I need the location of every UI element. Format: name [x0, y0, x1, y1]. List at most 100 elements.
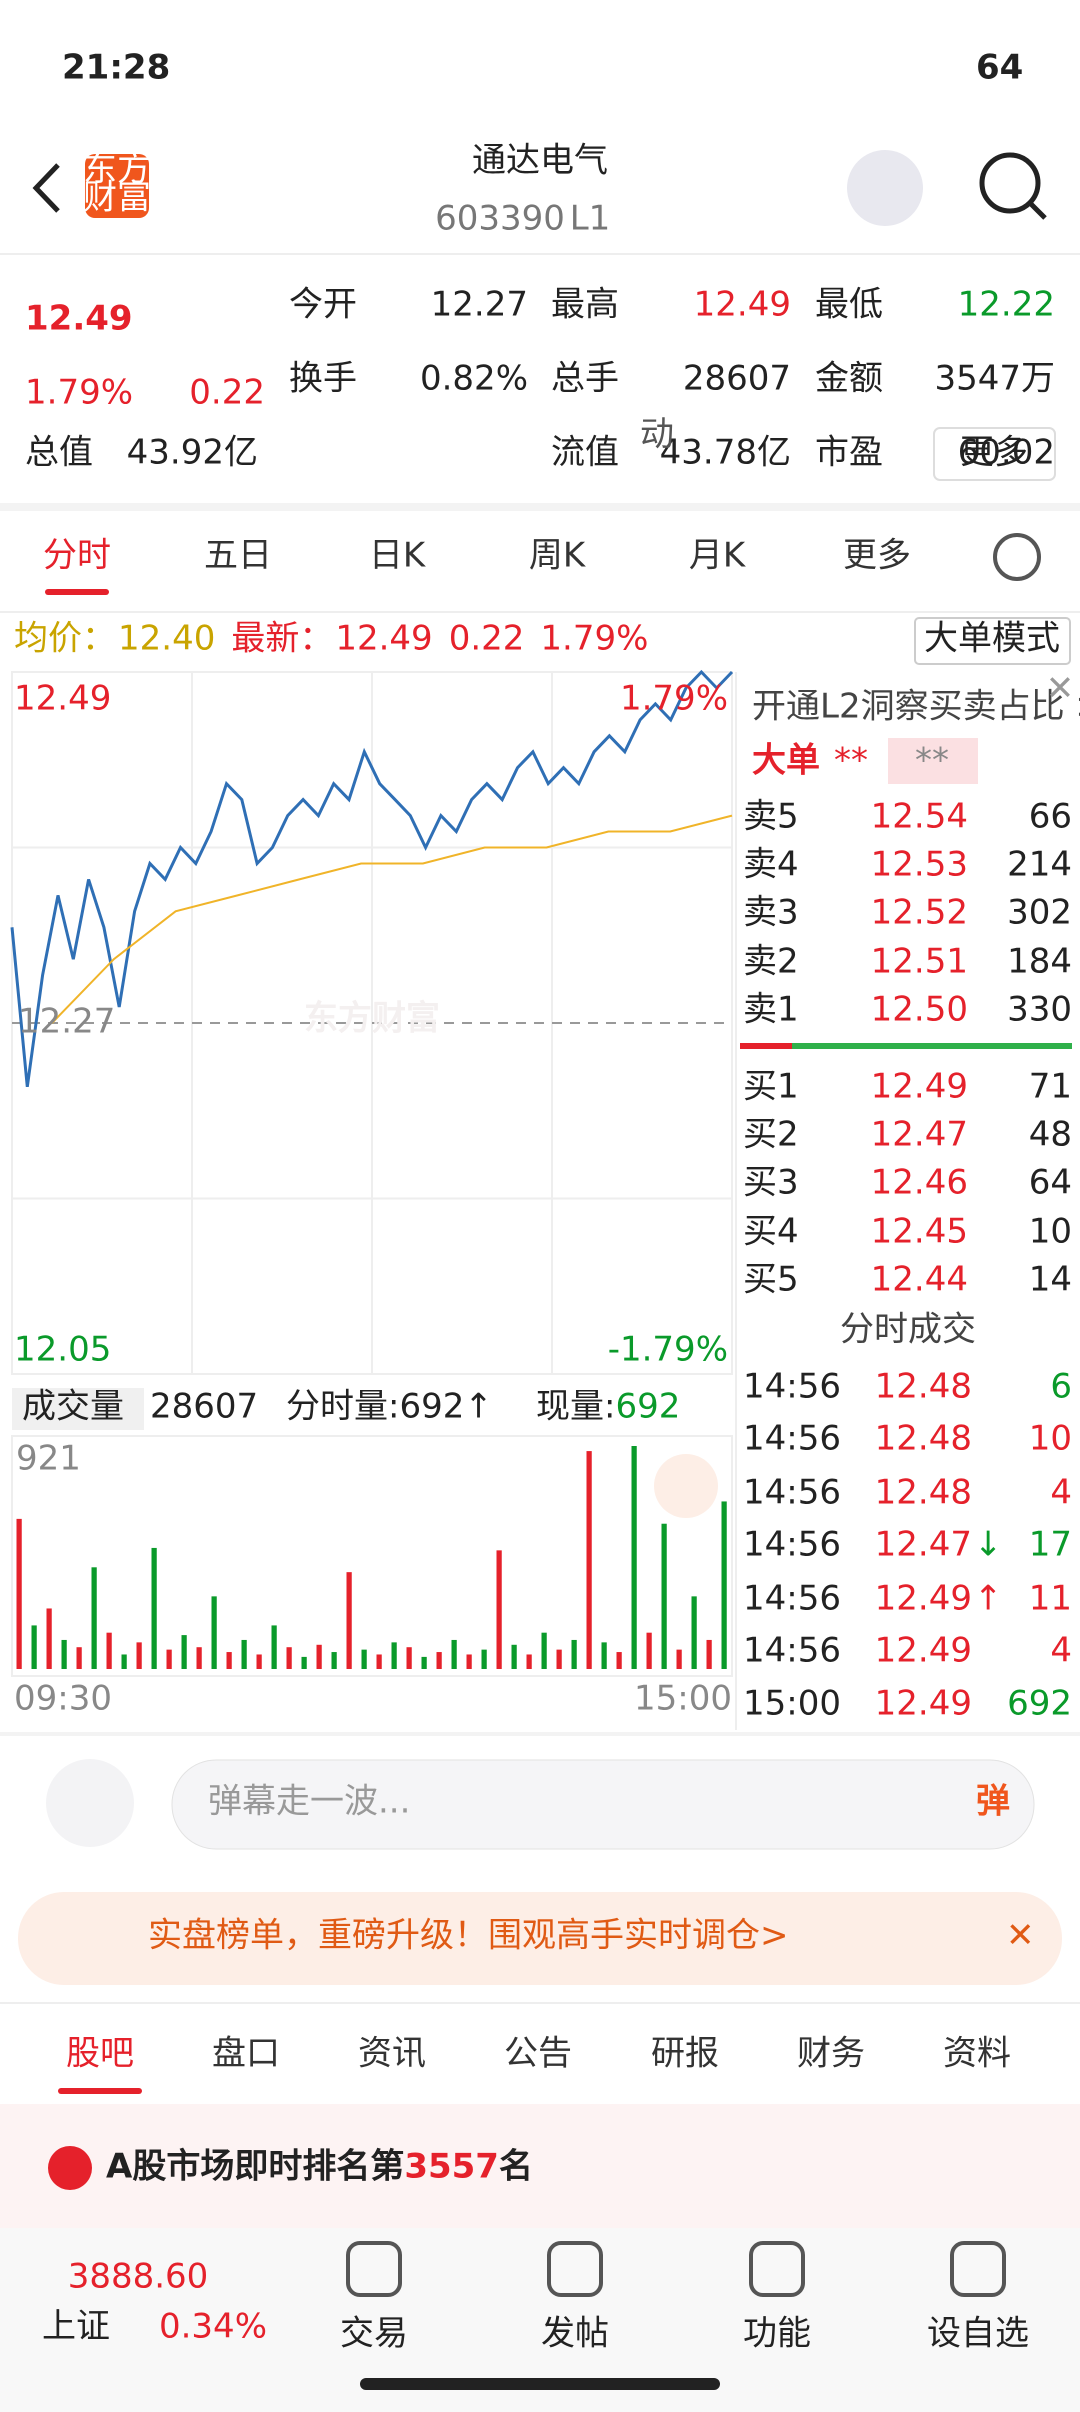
volume-label[interactable]: 成交量: [22, 1387, 124, 1427]
rank-text[interactable]: 名: [499, 2147, 533, 2187]
nav-icon[interactable]: [547, 2241, 603, 2297]
tab[interactable]: 更多: [843, 536, 911, 576]
rank-number[interactable]: 3557: [404, 2147, 499, 2187]
stock-name: 通达电气: [472, 141, 608, 181]
nav-label[interactable]: 发帖: [541, 2314, 609, 2354]
stars: **: [915, 741, 949, 781]
trade-vol: 11: [1029, 1579, 1072, 1619]
volume-bar: [61, 1639, 67, 1669]
rank-text[interactable]: A股市场即时排名第: [106, 2147, 404, 2187]
section-tab[interactable]: 资讯: [358, 2034, 426, 2074]
volume-bar: [91, 1567, 97, 1669]
trades-title: 分时成交: [840, 1310, 976, 1350]
mode-label[interactable]: 大单模式: [924, 619, 1060, 659]
battery: 64: [976, 48, 1023, 88]
section-tab[interactable]: 公告: [504, 2034, 572, 2074]
section-tab[interactable]: 财务: [797, 2034, 865, 2074]
volume-bar: [436, 1652, 442, 1669]
volume-bar: [76, 1647, 82, 1669]
tab[interactable]: 五日: [204, 536, 272, 576]
robot-icon[interactable]: [847, 150, 923, 226]
info-text: 1.79%: [540, 619, 648, 659]
back-icon[interactable]: [32, 163, 60, 213]
volume-bar: [211, 1596, 217, 1669]
volume-bar: [616, 1652, 622, 1669]
trade-arrow: ↑: [974, 1579, 1003, 1619]
book-label: 卖1: [743, 990, 799, 1030]
volume-bar: [466, 1654, 472, 1669]
close-icon[interactable]: ✕: [1006, 1916, 1035, 1956]
x-label: 09:30: [14, 1679, 112, 1719]
field-label: 换手: [289, 359, 357, 399]
y-label: 12.49: [14, 679, 111, 719]
section-tab[interactable]: 研报: [651, 2034, 719, 2074]
expand-icon[interactable]: [654, 1454, 718, 1518]
trade-arrow: ↓: [974, 1525, 1003, 1565]
more-button[interactable]: [933, 427, 1056, 481]
volume-bar: [316, 1644, 322, 1669]
divider: [0, 503, 1080, 511]
trade-time: 14:56: [743, 1525, 841, 1565]
settings-icon[interactable]: [993, 533, 1041, 581]
big-label: 大单: [752, 741, 820, 781]
ratio-bar: [792, 1043, 1072, 1049]
book-label: 卖3: [743, 893, 799, 933]
mode-button[interactable]: [914, 617, 1071, 665]
send-button[interactable]: 弹: [976, 1782, 1010, 1822]
trade-time: 14:56: [743, 1631, 841, 1671]
index-value[interactable]: 3888.60: [68, 2257, 209, 2297]
volume-bar: [586, 1451, 592, 1669]
book-vol: 302: [1007, 893, 1072, 933]
promo-banner[interactable]: [18, 1892, 1062, 1985]
tab[interactable]: 分时: [43, 536, 111, 576]
search-icon[interactable]: [979, 152, 1041, 214]
index-name[interactable]: 上证: [42, 2307, 110, 2347]
section-tab[interactable]: 股吧: [66, 2034, 134, 2074]
more-label[interactable]: 更多: [960, 433, 1028, 473]
home-bar[interactable]: [360, 2378, 720, 2390]
stars: **: [834, 741, 868, 781]
nav-icon[interactable]: [950, 2241, 1006, 2297]
volume-tick: 分时量:692↑: [286, 1387, 493, 1427]
comment-placeholder[interactable]: 弹幕走一波...: [208, 1782, 410, 1822]
nav-label[interactable]: 交易: [340, 2314, 408, 2354]
volume-bar: [706, 1639, 712, 1669]
volume-bar: [331, 1652, 337, 1669]
comment-icon[interactable]: [46, 1759, 134, 1847]
volume-now: 692: [615, 1387, 680, 1427]
l2-banner[interactable]: 开通L2洞察买卖占比 >: [752, 687, 1080, 727]
section-tab[interactable]: 盘口: [212, 2034, 280, 2074]
tab[interactable]: 日K: [369, 536, 427, 576]
volume-max: 921: [16, 1439, 81, 1479]
book-label: 卖5: [743, 797, 799, 837]
nav-label[interactable]: 设自选: [927, 2314, 1029, 2354]
volume-select[interactable]: [12, 1388, 144, 1430]
trade-time: 15:00: [743, 1684, 841, 1724]
nav-icon[interactable]: [346, 2241, 402, 2297]
index-pct[interactable]: 0.34%: [159, 2307, 267, 2347]
tab[interactable]: 周K: [529, 536, 587, 576]
volume-bar: [541, 1632, 547, 1669]
info-text: 均价：: [14, 619, 116, 659]
book-price: 12.51: [871, 942, 968, 982]
promo-text[interactable]: 实盘榜单，重磅升级！围观高手实时调仓>: [148, 1916, 789, 1956]
volume-total: 28607: [150, 1387, 258, 1427]
trade-vol: 692: [1007, 1684, 1072, 1724]
info-text: 12.40: [118, 619, 215, 659]
field-label: 流值: [551, 433, 619, 473]
comment-input[interactable]: [171, 1759, 1035, 1850]
nav-label[interactable]: 功能: [743, 2314, 811, 2354]
nav-icon[interactable]: [749, 2241, 805, 2297]
divider: [0, 2002, 1080, 2004]
info-text: 12.49: [335, 619, 432, 659]
section-tab[interactable]: 资料: [943, 2034, 1011, 2074]
logo[interactable]: [85, 154, 149, 218]
level: L1: [570, 199, 611, 239]
book-price: 12.53: [871, 845, 968, 885]
book-price: 12.47: [871, 1115, 968, 1155]
book-vol: 14: [1029, 1260, 1072, 1300]
close-icon[interactable]: ✕: [1046, 669, 1075, 709]
book-vol: 66: [1029, 797, 1072, 837]
tab[interactable]: 月K: [689, 536, 747, 576]
volume-bar: [121, 1654, 127, 1669]
